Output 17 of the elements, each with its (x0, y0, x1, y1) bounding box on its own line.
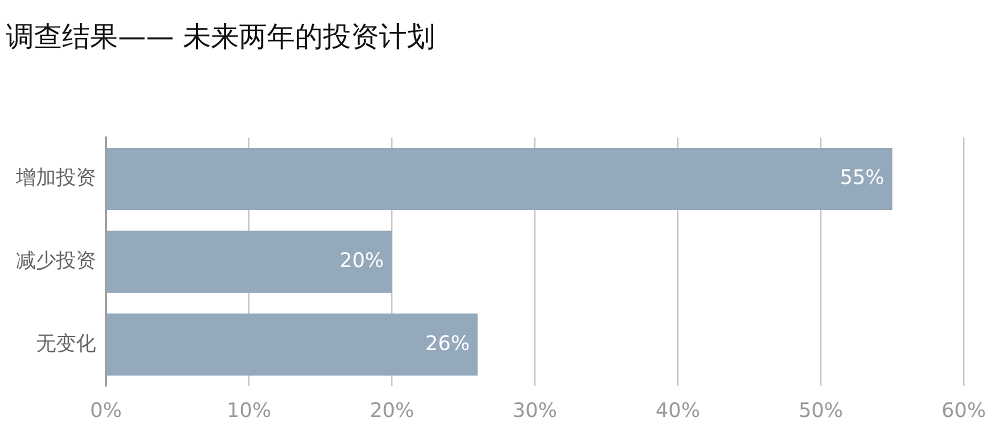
x-tick-label: 0% (90, 398, 122, 422)
x-tick-label: 10% (226, 398, 272, 422)
data-label: 26% (425, 330, 470, 355)
bar (106, 314, 478, 376)
x-tick-label: 20% (370, 398, 414, 422)
data-label: 20% (339, 248, 384, 272)
bar (106, 148, 892, 210)
x-tick-label: 50% (798, 398, 844, 422)
y-tick-label: 无变化 (36, 330, 96, 355)
data-label: 55% (840, 165, 884, 190)
bar (106, 230, 392, 293)
x-tick-label: 60% (942, 398, 986, 422)
y-tick-label: 减少投资 (16, 248, 96, 272)
y-tick-label: 增加投资 (15, 165, 96, 190)
x-tick-label: 40% (656, 398, 700, 422)
chart-title: 调查结果—— 未来两年的投资计划 (6, 20, 435, 54)
x-tick-label: 30% (512, 398, 558, 422)
